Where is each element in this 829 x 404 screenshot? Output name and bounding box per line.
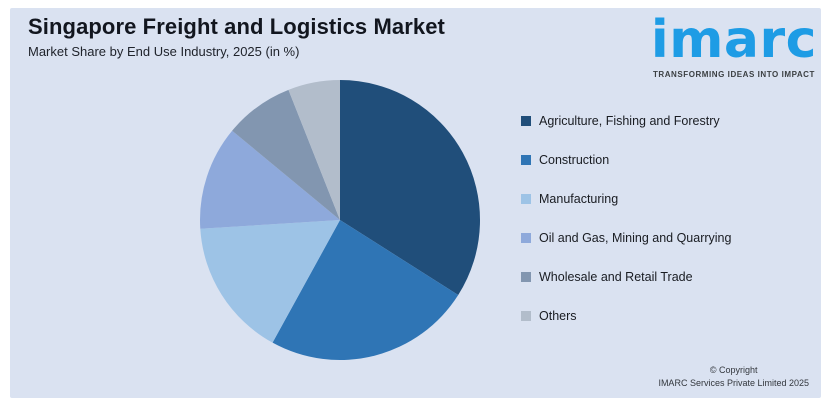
legend-item-others: Others [521, 309, 731, 323]
legend-item-construction: Construction [521, 153, 731, 167]
legend-label: Wholesale and Retail Trade [539, 270, 693, 284]
legend-swatch-icon [521, 311, 531, 321]
pie-chart [200, 80, 481, 361]
copyright-line1: © Copyright [709, 365, 758, 375]
legend-swatch-icon [521, 194, 531, 204]
chart-header: Singapore Freight and Logistics Market M… [28, 14, 445, 59]
legend-item-oil-and-gas-mining-and-quarrying: Oil and Gas, Mining and Quarrying [521, 231, 731, 245]
legend-item-agriculture-fishing-and-forestry: Agriculture, Fishing and Forestry [521, 114, 731, 128]
legend-swatch-icon [521, 233, 531, 243]
legend-swatch-icon [521, 116, 531, 126]
chart-legend: Agriculture, Fishing and Forestry Constru… [521, 114, 731, 348]
legend-label: Manufacturing [539, 192, 619, 206]
page-title: Singapore Freight and Logistics Market [28, 14, 445, 39]
page-subtitle: Market Share by End Use Industry, 2025 (… [28, 44, 300, 59]
legend-label: Construction [539, 153, 610, 167]
legend-item-manufacturing: Manufacturing [521, 192, 731, 206]
pie-slice-agriculture-fishing-and-forestry [340, 80, 481, 296]
legend-label: Oil and Gas, Mining and Quarrying [539, 231, 732, 245]
legend-swatch-icon [521, 272, 531, 282]
imarc-logo-tagline: TRANSFORMING IDEAS INTO IMPACT [652, 70, 815, 79]
pie-slice-others [288, 80, 340, 220]
imarc-logo-text: imarc [650, 10, 817, 70]
legend-label: Agriculture, Fishing and Forestry [539, 114, 720, 128]
pie-slice-wholesale-and-retail-trade [232, 89, 340, 220]
infographic-panel: Singapore Freight and Logistics Market M… [10, 8, 821, 398]
legend-swatch-icon [521, 155, 531, 165]
copyright-line2: IMARC Services Private Limited 2025 [658, 378, 809, 388]
legend-item-wholesale-and-retail-trade: Wholesale and Retail Trade [521, 270, 731, 284]
legend-label: Others [539, 309, 577, 323]
imarc-logo: imarc TRANSFORMING IDEAS INTO IMPACT [651, 10, 817, 79]
pie-slice-manufacturing [200, 220, 340, 343]
pie-slice-oil-and-gas-mining-and-quarrying [200, 130, 340, 229]
copyright-note: © Copyright IMARC Services Private Limit… [658, 364, 809, 390]
pie-slice-construction [272, 220, 459, 361]
